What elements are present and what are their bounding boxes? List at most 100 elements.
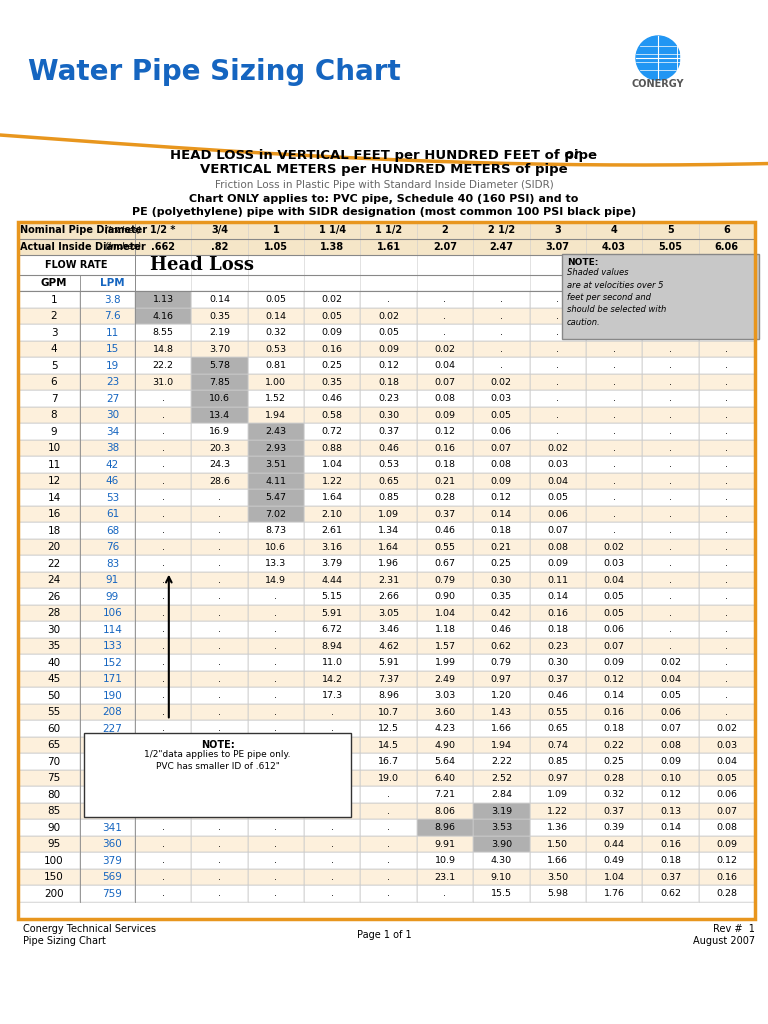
Bar <box>417 770 473 786</box>
Text: .: . <box>274 840 277 849</box>
Text: 0.37: 0.37 <box>435 510 455 518</box>
Bar <box>586 489 642 506</box>
Text: 0.28: 0.28 <box>717 889 737 898</box>
Text: 11.0: 11.0 <box>322 658 343 667</box>
Text: 0.08: 0.08 <box>435 394 455 403</box>
Text: 1.04: 1.04 <box>604 872 624 882</box>
Bar <box>80 638 135 654</box>
Bar <box>360 786 417 803</box>
Text: 4.62: 4.62 <box>378 642 399 650</box>
Text: 0.18: 0.18 <box>660 856 681 865</box>
Text: 1.94: 1.94 <box>491 740 511 750</box>
Bar <box>191 819 248 836</box>
Bar <box>191 539 248 555</box>
Bar <box>248 819 304 836</box>
FancyBboxPatch shape <box>561 254 759 339</box>
Text: 3.90: 3.90 <box>491 840 512 849</box>
Text: .: . <box>387 823 390 833</box>
Text: 3.46: 3.46 <box>378 625 399 634</box>
Bar <box>530 803 586 819</box>
Text: 70: 70 <box>48 757 61 767</box>
Bar <box>417 605 473 622</box>
Text: .: . <box>725 311 728 321</box>
Bar <box>530 786 586 803</box>
Text: 246: 246 <box>103 740 122 750</box>
Bar <box>135 819 191 836</box>
Text: .: . <box>500 328 503 337</box>
Text: 0.08: 0.08 <box>660 740 681 750</box>
Text: .: . <box>725 394 728 403</box>
Text: .: . <box>162 642 164 650</box>
Text: .: . <box>387 856 390 865</box>
Bar <box>417 819 473 836</box>
Bar <box>586 638 642 654</box>
Bar <box>473 325 530 341</box>
Bar <box>191 341 248 357</box>
Bar <box>417 473 473 489</box>
Text: 0.08: 0.08 <box>717 823 737 833</box>
Bar <box>135 605 191 622</box>
Bar <box>304 886 360 902</box>
Bar <box>360 868 417 886</box>
Bar <box>248 622 304 638</box>
Bar <box>360 522 417 539</box>
Text: 1.52: 1.52 <box>266 394 286 403</box>
Text: .: . <box>613 411 616 420</box>
Text: 5.78: 5.78 <box>209 361 230 370</box>
Bar <box>642 489 699 506</box>
Bar <box>473 539 530 555</box>
Text: 1: 1 <box>51 295 58 304</box>
Bar <box>699 671 755 687</box>
Text: 17.3: 17.3 <box>322 691 343 700</box>
Bar <box>473 654 530 671</box>
Text: Shaded values
are at velocities over 5
feet per second and
should be selected wi: Shaded values are at velocities over 5 f… <box>567 268 666 327</box>
Bar <box>18 819 80 836</box>
Bar <box>417 325 473 341</box>
Bar <box>304 770 360 786</box>
Text: 15: 15 <box>106 344 119 354</box>
Bar <box>417 886 473 902</box>
Bar <box>360 473 417 489</box>
Text: .: . <box>613 443 616 453</box>
Text: 2.49: 2.49 <box>435 675 455 684</box>
Bar <box>530 489 586 506</box>
Text: 42: 42 <box>106 460 119 470</box>
Bar <box>530 390 586 407</box>
Text: HEAD LOSS in VERTICAL FEET per HUNDRED FEET of pipe: HEAD LOSS in VERTICAL FEET per HUNDRED F… <box>170 148 598 162</box>
Text: 3: 3 <box>554 225 561 236</box>
Text: .: . <box>500 311 503 321</box>
Bar <box>248 473 304 489</box>
Bar <box>18 571 80 589</box>
Text: .: . <box>274 691 277 700</box>
Text: .: . <box>387 791 390 799</box>
Bar <box>248 325 304 341</box>
Text: 0.16: 0.16 <box>435 443 455 453</box>
Bar <box>18 457 80 473</box>
Text: 19.0: 19.0 <box>378 773 399 782</box>
Bar <box>586 589 642 605</box>
Text: 4.23: 4.23 <box>435 724 455 733</box>
Bar <box>18 308 80 325</box>
Bar <box>642 374 699 390</box>
Text: 3.70: 3.70 <box>209 344 230 353</box>
Bar <box>699 325 755 341</box>
Text: 0.37: 0.37 <box>604 807 624 815</box>
Text: .: . <box>725 691 728 700</box>
Bar <box>699 555 755 571</box>
Bar <box>248 506 304 522</box>
Bar <box>417 506 473 522</box>
Bar <box>417 671 473 687</box>
Bar <box>530 671 586 687</box>
Bar <box>642 357 699 374</box>
Text: 0.14: 0.14 <box>604 691 624 700</box>
Circle shape <box>636 36 680 80</box>
Bar <box>417 754 473 770</box>
Text: 1.22: 1.22 <box>548 807 568 815</box>
Text: Water Pipe Sizing Chart: Water Pipe Sizing Chart <box>28 58 401 86</box>
Text: 0.03: 0.03 <box>604 559 624 568</box>
Bar <box>586 374 642 390</box>
Bar <box>135 325 191 341</box>
Text: 0.14: 0.14 <box>209 295 230 304</box>
Bar <box>586 770 642 786</box>
Bar <box>304 357 360 374</box>
